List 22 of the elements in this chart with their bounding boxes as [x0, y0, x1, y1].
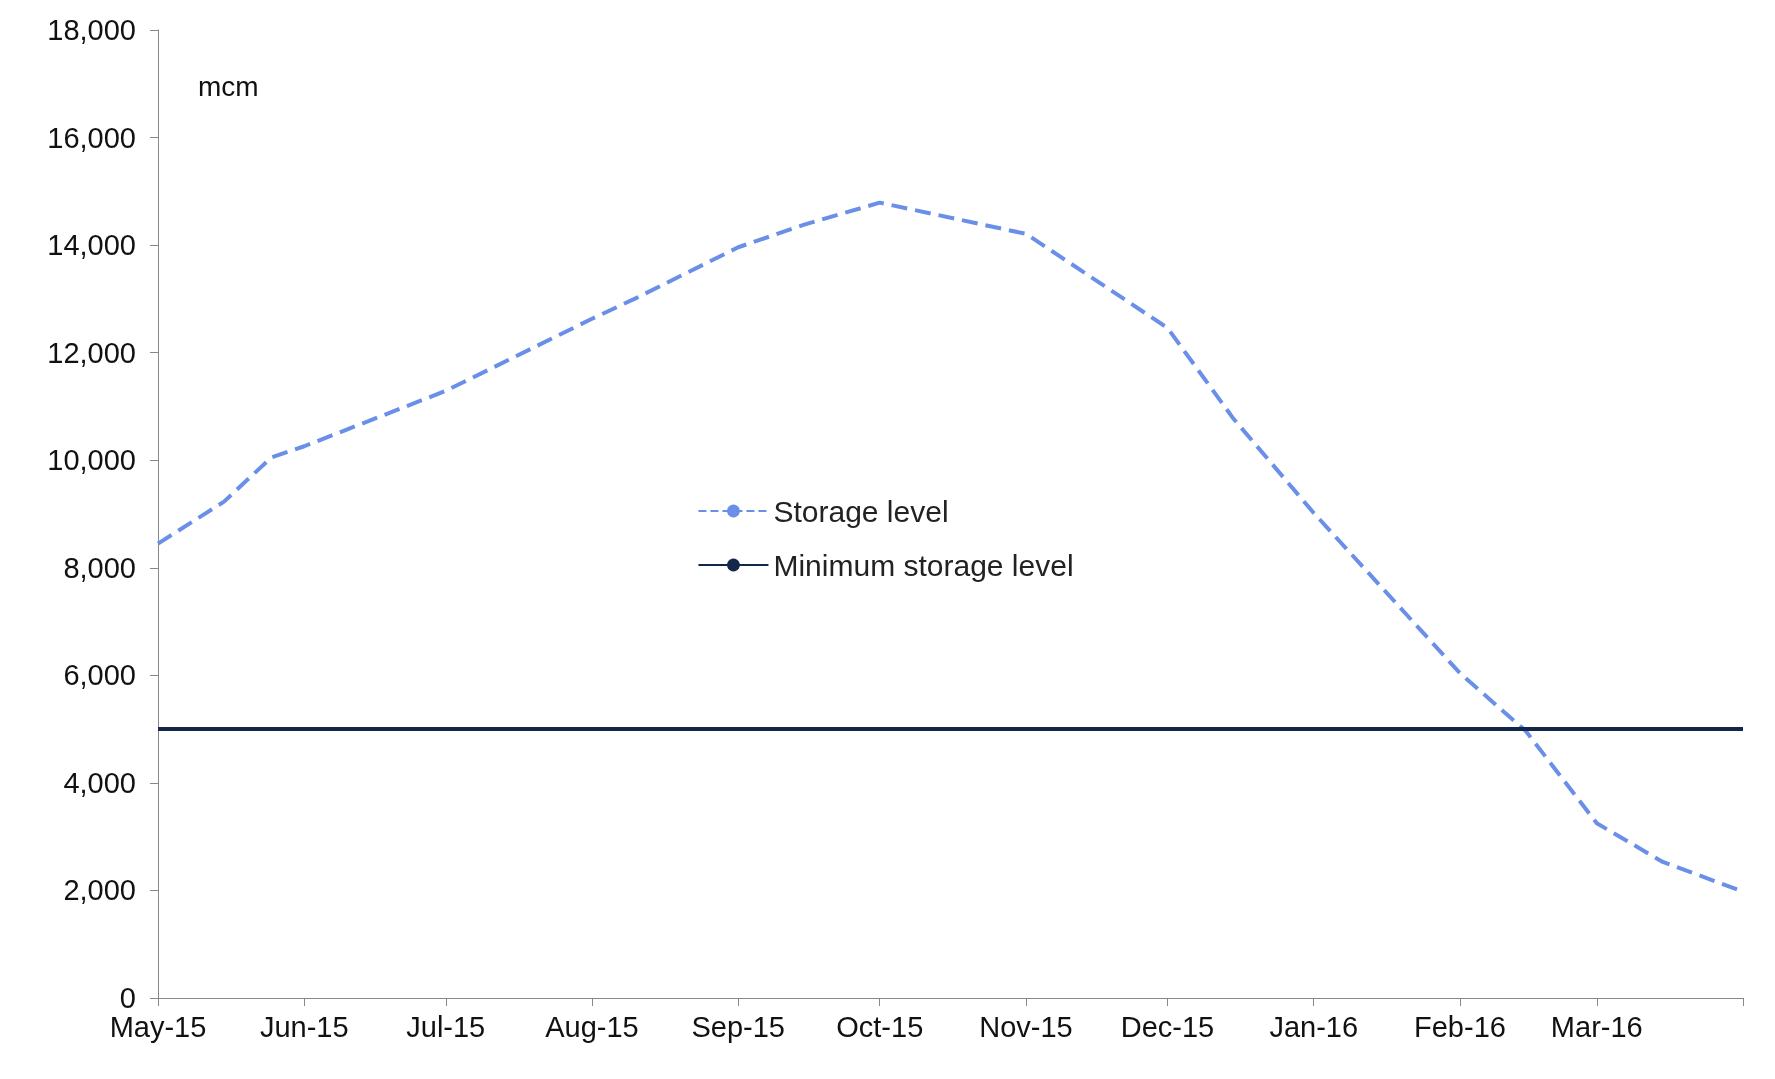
y-axis-title: mcm	[198, 70, 259, 102]
x-tick-label: Jun-15	[259, 1010, 349, 1043]
y-tick-label: 18,000	[47, 14, 136, 46]
x-tick-label: Aug-15	[545, 1010, 639, 1043]
x-tick-label: Oct-15	[836, 1010, 924, 1043]
y-tick-label: 2,000	[63, 874, 136, 907]
y-tick-label: 4,000	[63, 766, 136, 799]
x-tick-label: Feb-16	[1414, 1010, 1506, 1043]
x-tick-label: Mar-16	[1550, 1010, 1643, 1043]
y-tick-label: 10,000	[47, 444, 136, 477]
x-tick-label: Sep-15	[691, 1010, 785, 1043]
y-tick-label: 12,000	[47, 336, 136, 369]
x-tick-label: Nov-15	[979, 1010, 1073, 1043]
y-tick-label: 16,000	[47, 121, 136, 154]
y-tick-label: 6,000	[63, 659, 136, 692]
legend-label: Minimum storage level	[773, 548, 1074, 582]
x-tick-label: Jul-15	[406, 1010, 486, 1043]
legend-label: Storage level	[773, 494, 949, 528]
x-tick-label: Dec-15	[1120, 1010, 1215, 1043]
x-tick-label: Jan-16	[1269, 1010, 1359, 1043]
y-tick-label: 14,000	[47, 229, 136, 262]
y-tick-label: 8,000	[63, 551, 136, 584]
